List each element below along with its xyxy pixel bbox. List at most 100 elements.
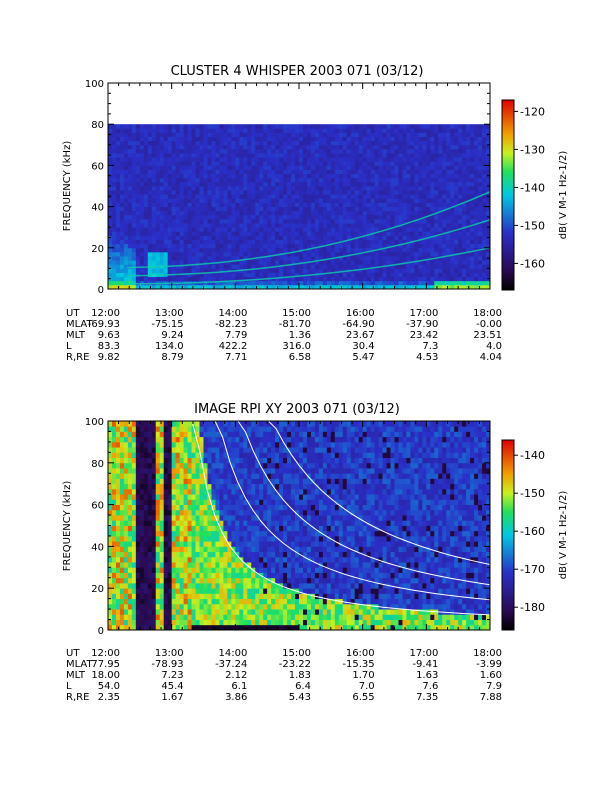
heatmap-cell — [139, 624, 145, 631]
heatmap-cell — [314, 144, 320, 150]
heatmap-cell — [259, 280, 264, 286]
heatmap-cell — [478, 124, 483, 129]
heatmap-cell — [478, 186, 483, 191]
heatmap-cell — [418, 202, 423, 207]
heatmap-cell — [235, 165, 240, 170]
heatmap-cell — [386, 198, 391, 203]
heatmap-cell — [231, 144, 236, 150]
heatmap-cell — [306, 256, 312, 261]
heatmap-cell — [247, 247, 252, 253]
heatmap-cell — [299, 218, 304, 224]
heatmap-cell — [358, 231, 364, 236]
heatmap-cell — [414, 157, 419, 162]
heatmap-cell — [442, 148, 447, 154]
heatmap-cell — [235, 218, 240, 224]
heatmap-cell — [426, 206, 431, 212]
heatmap-cell — [147, 541, 153, 547]
heatmap-cell — [131, 227, 137, 232]
heatmap-cell — [366, 153, 372, 158]
heatmap-cell — [179, 223, 185, 228]
heatmap-cell — [127, 572, 133, 579]
heatmap-cell — [422, 247, 427, 253]
heatmap-cell — [147, 546, 153, 553]
heatmap-cell — [454, 284, 459, 290]
heatmap-cell — [402, 194, 407, 199]
heatmap-cell — [231, 140, 236, 146]
heatmap-cell — [207, 148, 212, 154]
heatmap-cell — [139, 457, 145, 464]
heatmap-cell — [406, 186, 411, 191]
heatmap-cell — [374, 223, 379, 228]
heatmap-cell — [135, 478, 141, 485]
heatmap-cell — [314, 206, 320, 212]
heatmap-cell — [291, 264, 296, 269]
heatmap-cell — [318, 165, 324, 170]
heatmap-cell — [346, 177, 352, 183]
heatmap-cell — [111, 161, 117, 166]
heatmap-cell — [275, 165, 280, 170]
heatmap-cell — [430, 251, 435, 257]
heatmap-cell — [358, 223, 364, 228]
heatmap-cell — [231, 276, 236, 282]
heatmap-cell — [414, 148, 419, 154]
heatmap-cell — [187, 260, 192, 265]
heatmap-cell — [378, 235, 383, 240]
heatmap-cell — [179, 567, 185, 573]
heatmap-cell — [462, 157, 467, 162]
heatmap-cell — [342, 247, 348, 253]
heatmap-cell — [195, 132, 200, 137]
heatmap-cell — [346, 148, 352, 154]
heatmap-cell — [406, 218, 411, 224]
heatmap-cell — [131, 148, 137, 154]
heatmap-cell — [354, 140, 360, 146]
heatmap-cell — [195, 515, 200, 521]
heatmap-cell — [155, 525, 161, 532]
heatmap-cell — [147, 157, 153, 162]
heatmap-cell — [406, 227, 411, 232]
heatmap-cell — [378, 256, 383, 261]
heatmap-cell — [187, 235, 192, 240]
heatmap-cell — [310, 161, 316, 166]
heatmap-cell — [342, 136, 348, 142]
heatmap-cell — [318, 247, 324, 253]
heatmap-cell — [151, 260, 157, 265]
heatmap-cell — [235, 251, 240, 257]
heatmap-cell — [199, 494, 204, 500]
heatmap-cell — [263, 206, 268, 212]
heatmap-cell — [123, 488, 129, 495]
heatmap-cell — [199, 609, 204, 615]
heatmap-cell — [418, 251, 423, 257]
heatmap-cell — [155, 198, 161, 203]
heatmap-cell — [314, 239, 320, 245]
heatmap-cell — [111, 515, 117, 521]
heatmap-cell — [111, 614, 117, 620]
heatmap-cell — [187, 421, 192, 427]
heatmap-cell — [191, 494, 196, 500]
heatmap-cell — [334, 280, 340, 286]
heatmap-cell — [111, 582, 117, 589]
heatmap-cell — [330, 214, 336, 220]
heatmap-cell — [374, 194, 379, 199]
heatmap-cell — [358, 181, 364, 187]
heatmap-cell — [310, 235, 316, 240]
heatmap-cell — [215, 214, 220, 220]
heatmap-cell — [390, 227, 395, 232]
heatmap-cell — [191, 447, 196, 453]
heatmap-cell — [295, 264, 300, 269]
heatmap-cell — [127, 525, 133, 532]
heatmap-cell — [131, 504, 137, 511]
heatmap-cell — [235, 272, 240, 278]
heatmap-cell — [263, 260, 268, 265]
heatmap-cell — [123, 447, 129, 453]
heatmap-cell — [231, 251, 236, 257]
heatmap-cell — [382, 198, 387, 203]
heatmap-cell — [306, 206, 312, 212]
heatmap-cell — [223, 148, 228, 154]
heatmap-cell — [127, 264, 133, 269]
heatmap-cell — [279, 239, 284, 245]
heatmap-cell — [163, 567, 169, 573]
heatmap-cell — [211, 194, 216, 199]
heatmap-cell — [167, 426, 173, 432]
heatmap-cell — [322, 140, 328, 146]
heatmap-cell — [211, 202, 216, 207]
